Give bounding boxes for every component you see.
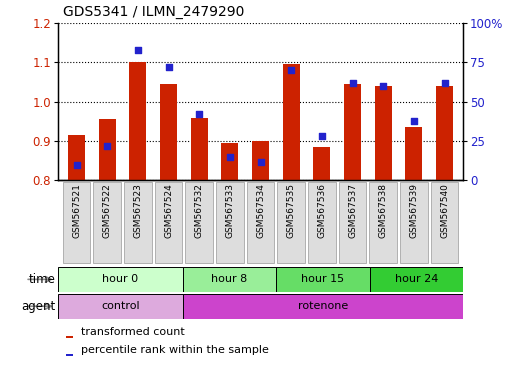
Point	[195, 111, 203, 118]
Point	[103, 143, 111, 149]
Bar	[221, 143, 238, 180]
Bar	[190, 118, 207, 180]
Text: GSM567536: GSM567536	[317, 183, 326, 238]
Bar	[58, 267, 182, 292]
Text: time: time	[29, 273, 56, 286]
Point	[164, 64, 172, 70]
Text: percentile rank within the sample: percentile rank within the sample	[81, 345, 269, 355]
FancyBboxPatch shape	[338, 182, 366, 263]
Text: GSM567522: GSM567522	[103, 183, 112, 238]
Bar	[282, 64, 299, 180]
FancyBboxPatch shape	[185, 182, 213, 263]
Text: GSM567540: GSM567540	[439, 183, 448, 238]
Text: GSM567539: GSM567539	[409, 183, 418, 238]
Text: GDS5341 / ILMN_2479290: GDS5341 / ILMN_2479290	[63, 5, 244, 19]
Point	[134, 47, 142, 53]
FancyBboxPatch shape	[124, 182, 152, 263]
Bar	[182, 267, 276, 292]
Bar	[343, 84, 360, 180]
FancyBboxPatch shape	[399, 182, 427, 263]
Text: GSM567535: GSM567535	[286, 183, 295, 238]
Bar	[251, 141, 269, 180]
FancyBboxPatch shape	[246, 182, 274, 263]
Bar	[374, 86, 391, 180]
Text: transformed count: transformed count	[81, 327, 184, 337]
Text: GSM567523: GSM567523	[133, 183, 142, 238]
Bar	[313, 147, 330, 180]
Text: hour 15: hour 15	[300, 274, 344, 285]
FancyBboxPatch shape	[277, 182, 305, 263]
FancyBboxPatch shape	[93, 182, 121, 263]
Text: GSM567537: GSM567537	[347, 183, 357, 238]
Bar	[276, 267, 369, 292]
Text: rotenone: rotenone	[297, 301, 347, 311]
Bar	[369, 267, 462, 292]
Bar	[98, 119, 116, 180]
Text: GSM567534: GSM567534	[256, 183, 265, 238]
Point	[287, 67, 295, 73]
Bar	[405, 127, 422, 180]
Text: hour 0: hour 0	[102, 274, 138, 285]
Text: control: control	[101, 301, 139, 311]
Bar	[182, 294, 462, 319]
FancyBboxPatch shape	[369, 182, 396, 263]
Text: GSM567533: GSM567533	[225, 183, 234, 238]
Point	[225, 154, 233, 160]
Point	[317, 133, 325, 139]
Text: GSM567524: GSM567524	[164, 183, 173, 238]
Bar	[68, 135, 85, 180]
Bar	[66, 354, 73, 356]
Bar	[160, 84, 177, 180]
Point	[348, 80, 356, 86]
FancyBboxPatch shape	[308, 182, 335, 263]
Text: GSM567532: GSM567532	[194, 183, 204, 238]
FancyBboxPatch shape	[63, 182, 90, 263]
Text: hour 8: hour 8	[211, 274, 247, 285]
Point	[378, 83, 386, 89]
Point	[256, 159, 264, 165]
Point	[72, 162, 80, 168]
FancyBboxPatch shape	[216, 182, 243, 263]
Bar	[435, 86, 452, 180]
Text: agent: agent	[21, 300, 56, 313]
Point	[409, 118, 417, 124]
Bar	[129, 62, 146, 180]
FancyBboxPatch shape	[155, 182, 182, 263]
Bar	[66, 336, 73, 338]
Text: hour 24: hour 24	[394, 274, 437, 285]
Bar	[58, 294, 182, 319]
Text: GSM567538: GSM567538	[378, 183, 387, 238]
Text: GSM567521: GSM567521	[72, 183, 81, 238]
FancyBboxPatch shape	[430, 182, 458, 263]
Point	[440, 80, 448, 86]
